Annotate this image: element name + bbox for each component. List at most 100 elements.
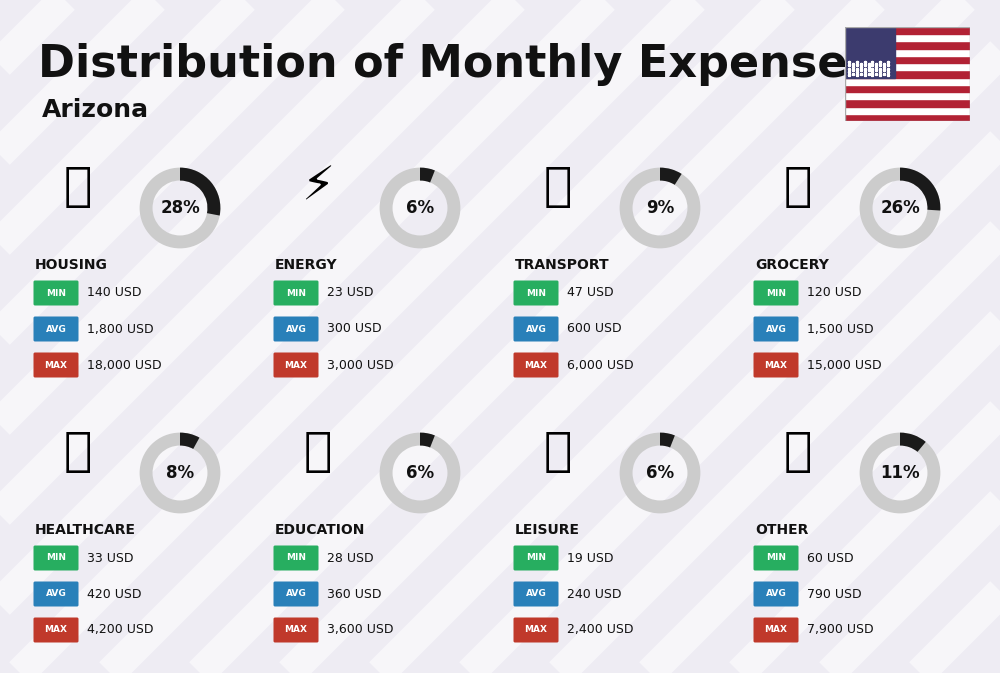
- Text: 26%: 26%: [880, 199, 920, 217]
- Text: MIN: MIN: [766, 553, 786, 563]
- Text: Arizona: Arizona: [42, 98, 149, 122]
- Wedge shape: [660, 433, 675, 448]
- Text: 790 USD: 790 USD: [807, 588, 862, 600]
- Bar: [845, 100, 970, 106]
- Text: 4,200 USD: 4,200 USD: [87, 623, 154, 637]
- FancyBboxPatch shape: [34, 618, 78, 643]
- Wedge shape: [620, 433, 700, 513]
- Bar: [845, 71, 970, 77]
- FancyBboxPatch shape: [514, 581, 558, 606]
- Text: 🛍: 🛍: [544, 430, 572, 475]
- Text: 60 USD: 60 USD: [807, 551, 854, 565]
- Text: 600 USD: 600 USD: [567, 322, 622, 336]
- Wedge shape: [420, 433, 435, 448]
- FancyBboxPatch shape: [514, 281, 558, 306]
- Bar: [845, 85, 970, 92]
- FancyBboxPatch shape: [274, 618, 318, 643]
- Text: 8%: 8%: [166, 464, 194, 482]
- Text: 15,000 USD: 15,000 USD: [807, 359, 882, 371]
- Text: MIN: MIN: [46, 289, 66, 297]
- Text: 1,800 USD: 1,800 USD: [87, 322, 154, 336]
- Text: MIN: MIN: [766, 289, 786, 297]
- Text: 11%: 11%: [880, 464, 920, 482]
- FancyBboxPatch shape: [754, 316, 798, 341]
- Text: MAX: MAX: [44, 625, 68, 635]
- Text: MAX: MAX: [285, 361, 308, 369]
- Wedge shape: [380, 168, 460, 248]
- FancyBboxPatch shape: [274, 546, 318, 571]
- FancyBboxPatch shape: [274, 281, 318, 306]
- Wedge shape: [860, 168, 940, 248]
- Wedge shape: [180, 168, 220, 215]
- FancyBboxPatch shape: [754, 281, 798, 306]
- Text: 6%: 6%: [646, 464, 674, 482]
- Text: 🏢: 🏢: [64, 165, 92, 210]
- Text: 6%: 6%: [406, 464, 434, 482]
- Wedge shape: [140, 433, 220, 513]
- Text: MAX: MAX: [524, 625, 548, 635]
- Bar: [845, 42, 970, 48]
- Text: MAX: MAX: [524, 361, 548, 369]
- FancyBboxPatch shape: [754, 546, 798, 571]
- FancyBboxPatch shape: [34, 316, 78, 341]
- Text: 28%: 28%: [160, 199, 200, 217]
- Text: HEALTHCARE: HEALTHCARE: [35, 523, 136, 537]
- Wedge shape: [900, 433, 926, 452]
- Text: MIN: MIN: [286, 553, 306, 563]
- Text: 240 USD: 240 USD: [567, 588, 622, 600]
- Bar: [845, 48, 970, 56]
- Text: AVG: AVG: [46, 324, 66, 334]
- FancyBboxPatch shape: [754, 618, 798, 643]
- FancyBboxPatch shape: [34, 546, 78, 571]
- Text: 💰: 💰: [784, 430, 812, 475]
- Text: EDUCATION: EDUCATION: [275, 523, 365, 537]
- Text: ENERGY: ENERGY: [275, 258, 338, 272]
- Text: MIN: MIN: [46, 553, 66, 563]
- FancyBboxPatch shape: [274, 316, 318, 341]
- Text: 120 USD: 120 USD: [807, 287, 862, 299]
- Text: 420 USD: 420 USD: [87, 588, 142, 600]
- Wedge shape: [620, 168, 700, 248]
- Wedge shape: [900, 168, 940, 211]
- Text: HOUSING: HOUSING: [35, 258, 108, 272]
- Text: 6%: 6%: [406, 199, 434, 217]
- Bar: [845, 27, 970, 34]
- Bar: [845, 34, 970, 42]
- Text: 🚌: 🚌: [544, 165, 572, 210]
- Wedge shape: [380, 433, 460, 513]
- Text: MAX: MAX: [765, 361, 788, 369]
- Bar: [845, 77, 970, 85]
- Text: 🏥: 🏥: [64, 430, 92, 475]
- FancyBboxPatch shape: [754, 581, 798, 606]
- FancyBboxPatch shape: [514, 353, 558, 378]
- Text: 300 USD: 300 USD: [327, 322, 382, 336]
- Text: AVG: AVG: [766, 324, 786, 334]
- FancyBboxPatch shape: [514, 618, 558, 643]
- Text: LEISURE: LEISURE: [515, 523, 580, 537]
- FancyBboxPatch shape: [274, 581, 318, 606]
- Text: 3,600 USD: 3,600 USD: [327, 623, 394, 637]
- Bar: [845, 114, 970, 121]
- Text: 🎓: 🎓: [304, 430, 332, 475]
- Text: MAX: MAX: [765, 625, 788, 635]
- Text: AVG: AVG: [46, 590, 66, 598]
- Text: 3,000 USD: 3,000 USD: [327, 359, 394, 371]
- FancyBboxPatch shape: [754, 353, 798, 378]
- Text: 19 USD: 19 USD: [567, 551, 614, 565]
- Text: 9%: 9%: [646, 199, 674, 217]
- FancyBboxPatch shape: [274, 353, 318, 378]
- Text: ⚡: ⚡: [301, 165, 335, 210]
- Text: 2,400 USD: 2,400 USD: [567, 623, 634, 637]
- Text: AVG: AVG: [766, 590, 786, 598]
- Text: 🛒: 🛒: [784, 165, 812, 210]
- Text: AVG: AVG: [526, 324, 546, 334]
- Bar: [845, 106, 970, 114]
- Wedge shape: [180, 433, 199, 449]
- Text: AVG: AVG: [286, 324, 306, 334]
- Text: MAX: MAX: [44, 361, 68, 369]
- Text: TRANSPORT: TRANSPORT: [515, 258, 610, 272]
- Text: AVG: AVG: [526, 590, 546, 598]
- Text: MIN: MIN: [526, 289, 546, 297]
- FancyBboxPatch shape: [514, 316, 558, 341]
- Text: 360 USD: 360 USD: [327, 588, 382, 600]
